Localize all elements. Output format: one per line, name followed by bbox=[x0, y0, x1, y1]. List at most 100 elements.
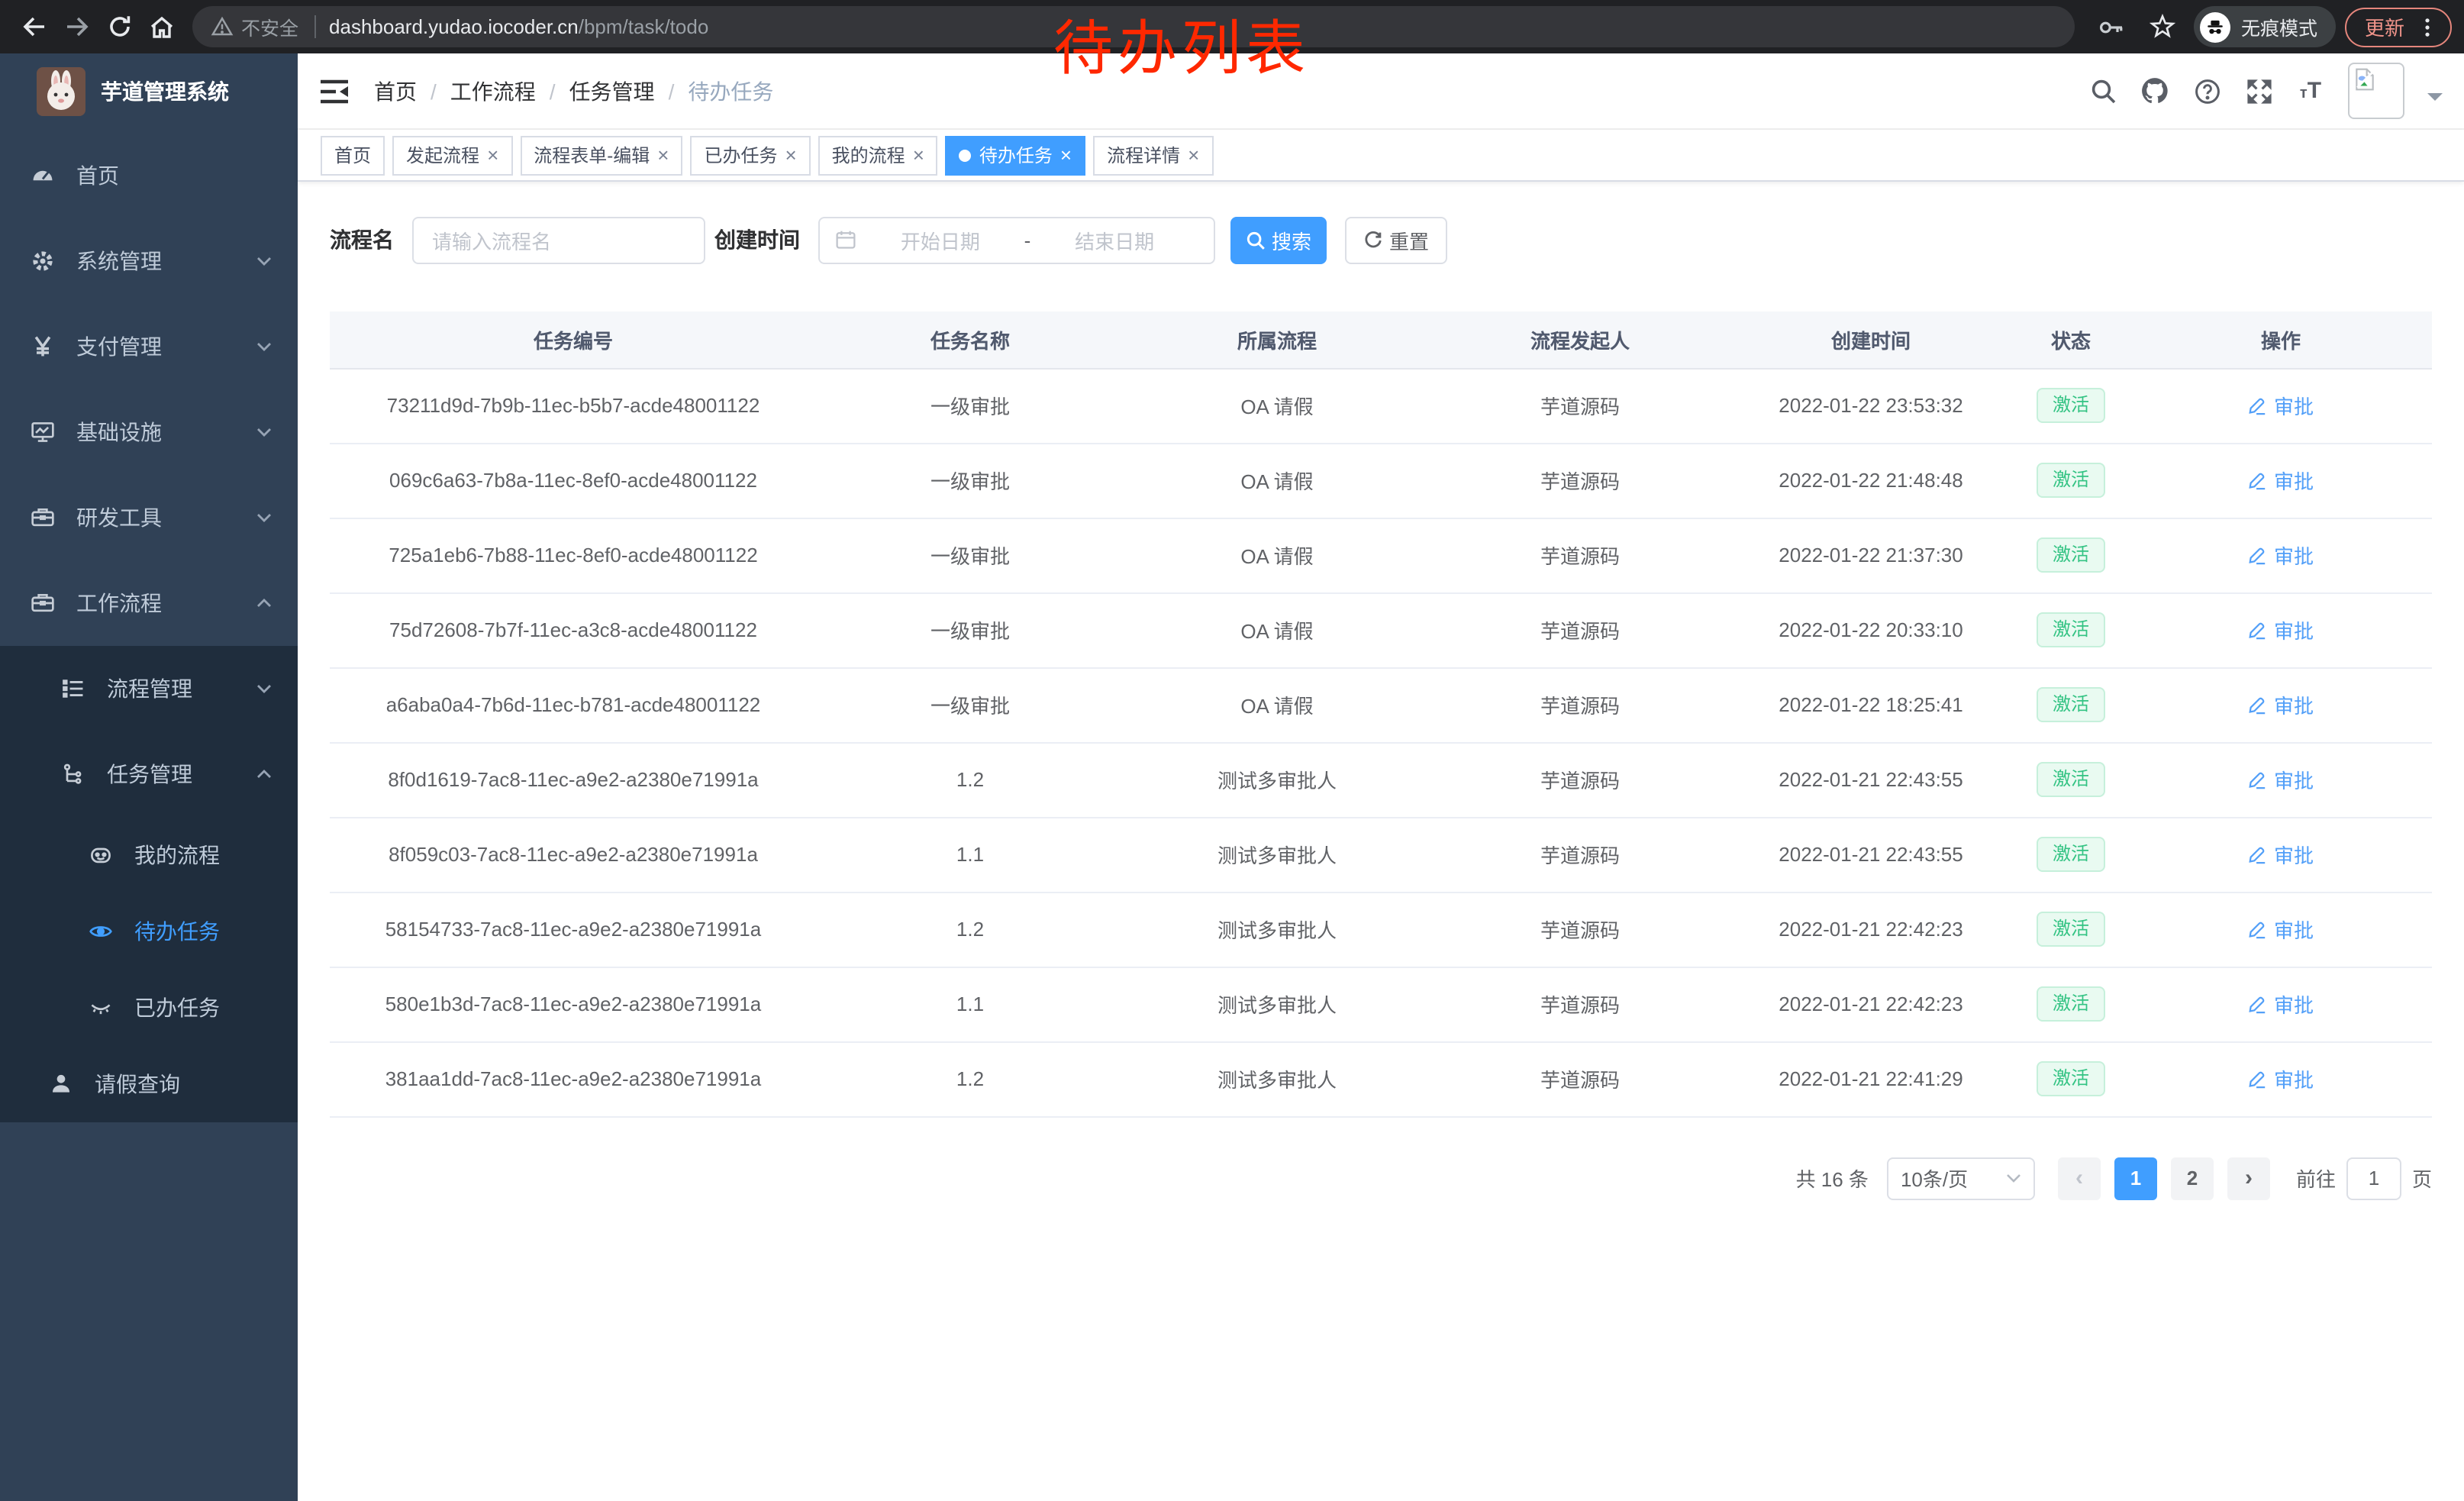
breadcrumb-separator: / bbox=[431, 79, 437, 103]
browser-back-icon[interactable] bbox=[12, 5, 55, 48]
approve-button[interactable]: 审批 bbox=[2248, 1064, 2314, 1093]
sidebar-item-label: 已办任务 bbox=[134, 996, 220, 1020]
approve-button[interactable]: 审批 bbox=[2248, 915, 2314, 944]
tab-todo-tasks[interactable]: 待办任务 × bbox=[945, 135, 1086, 175]
chevron-down-icon bbox=[257, 514, 271, 522]
sidebar-item-task-mgmt[interactable]: 任务管理 bbox=[0, 731, 298, 817]
process-name-input[interactable]: 请输入流程名 bbox=[412, 216, 705, 263]
tab-start-process[interactable]: 发起流程 × bbox=[392, 135, 513, 175]
page-1-button[interactable]: 1 bbox=[2114, 1157, 2157, 1199]
key-icon[interactable] bbox=[2090, 5, 2133, 48]
search-icon bbox=[1247, 231, 1265, 249]
close-icon[interactable]: × bbox=[785, 144, 797, 166]
col-task-name: 任务名称 bbox=[817, 311, 1124, 369]
user-avatar[interactable] bbox=[2348, 63, 2404, 119]
sidebar-item-label: 待办任务 bbox=[134, 919, 220, 944]
fullscreen-icon[interactable] bbox=[2244, 76, 2273, 105]
monitor-icon bbox=[31, 422, 54, 442]
status-badge: 激活 bbox=[2037, 986, 2104, 1022]
sidebar-item-devtools[interactable]: 研发工具 bbox=[0, 475, 298, 560]
sidebar-item-label: 首页 bbox=[76, 163, 119, 188]
table-row: 069c6a63-7b8a-11ec-8ef0-acde48001122 一级审批… bbox=[330, 443, 2432, 518]
font-size-icon[interactable]: тT bbox=[2299, 78, 2322, 104]
table-row: 75d72608-7b7f-11ec-a3c8-acde48001122 一级审批… bbox=[330, 592, 2432, 668]
sidebar-toggle-icon[interactable] bbox=[319, 76, 350, 106]
breadcrumb-current: 待办任务 bbox=[688, 79, 774, 103]
browser-reload-icon[interactable] bbox=[98, 5, 140, 48]
goto-label: 前往 bbox=[2295, 1168, 2336, 1191]
process-name-label: 流程名 bbox=[330, 228, 394, 252]
close-icon[interactable]: × bbox=[1188, 144, 1200, 166]
search-button[interactable]: 搜索 bbox=[1230, 216, 1327, 263]
close-icon[interactable]: × bbox=[1059, 144, 1072, 166]
status-badge: 激活 bbox=[2037, 686, 2104, 723]
close-icon[interactable]: × bbox=[487, 144, 499, 166]
tab-home[interactable]: 首页 bbox=[321, 135, 385, 175]
date-range-picker[interactable]: 开始日期 - 结束日期 bbox=[818, 216, 1215, 263]
yen-icon bbox=[34, 336, 51, 357]
tab-done-tasks[interactable]: 已办任务 × bbox=[690, 135, 811, 175]
browser-toolbar: 不安全 dashboard.yudao.iocoder.cn/bpm/task/… bbox=[0, 0, 2464, 53]
approve-button[interactable]: 审批 bbox=[2248, 690, 2314, 719]
col-actions: 操作 bbox=[2130, 311, 2432, 369]
close-icon[interactable]: × bbox=[912, 144, 924, 166]
approve-button[interactable]: 审批 bbox=[2248, 466, 2314, 495]
tab-process-detail[interactable]: 流程详情 × bbox=[1093, 135, 1214, 175]
prev-page-button[interactable]: ‹ bbox=[2057, 1157, 2101, 1199]
browser-forward-icon[interactable] bbox=[55, 5, 98, 48]
approve-button[interactable]: 审批 bbox=[2248, 765, 2314, 794]
sidebar-item-payment[interactable]: 支付管理 bbox=[0, 304, 298, 389]
sidebar-item-done-tasks[interactable]: 已办任务 bbox=[0, 970, 298, 1046]
chevron-up-icon bbox=[257, 599, 271, 607]
page-size-select[interactable]: 10条/页 bbox=[1886, 1157, 2035, 1199]
close-icon[interactable]: × bbox=[657, 144, 669, 166]
breadcrumb-task-mgmt[interactable]: 任务管理 bbox=[569, 79, 655, 103]
start-date-input[interactable]: 开始日期 bbox=[900, 230, 980, 253]
approve-button[interactable]: 审批 bbox=[2248, 989, 2314, 1018]
approve-button[interactable]: 审批 bbox=[2248, 615, 2314, 644]
next-page-button[interactable]: › bbox=[2227, 1157, 2270, 1199]
approve-button[interactable]: 审批 bbox=[2248, 391, 2314, 420]
sidebar-item-process-mgmt[interactable]: 流程管理 bbox=[0, 646, 298, 731]
sidebar-item-my-process[interactable]: 我的流程 bbox=[0, 817, 298, 893]
edit-icon bbox=[2250, 622, 2266, 640]
sidebar-item-home[interactable]: 首页 bbox=[0, 133, 298, 218]
sidebar-item-todo-tasks[interactable]: 待办任务 bbox=[0, 893, 298, 970]
edit-icon bbox=[2250, 398, 2266, 415]
end-date-input[interactable]: 结束日期 bbox=[1075, 230, 1155, 253]
table-row: 8f059c03-7ac8-11ec-a9e2-a2380e71991a 1.1 测… bbox=[330, 817, 2432, 893]
app-title: 芋道管理系统 bbox=[101, 79, 229, 104]
avatar-caret-icon[interactable] bbox=[2427, 92, 2443, 108]
sidebar-item-workflow[interactable]: 工作流程 bbox=[0, 560, 298, 646]
help-icon[interactable] bbox=[2192, 76, 2221, 105]
sidebar-item-label: 工作流程 bbox=[76, 591, 162, 615]
tab-my-process[interactable]: 我的流程 × bbox=[818, 135, 938, 175]
approve-button[interactable]: 审批 bbox=[2248, 840, 2314, 869]
breadcrumb-home[interactable]: 首页 bbox=[374, 79, 417, 103]
address-bar[interactable]: 不安全 dashboard.yudao.iocoder.cn/bpm/task/… bbox=[192, 6, 2075, 47]
browser-update-button[interactable]: 更新 bbox=[2344, 7, 2452, 47]
breadcrumb-workflow[interactable]: 工作流程 bbox=[450, 79, 536, 103]
approve-button[interactable]: 审批 bbox=[2248, 541, 2314, 570]
status-badge: 激活 bbox=[2037, 911, 2104, 947]
browser-menu-icon[interactable] bbox=[2417, 16, 2438, 37]
table-row: 58154733-7ac8-11ec-a9e2-a2380e71991a 1.2 测… bbox=[330, 892, 2432, 967]
sidebar-item-label: 请假查询 bbox=[95, 1072, 180, 1096]
eye-closed-icon bbox=[91, 1004, 111, 1015]
browser-home-icon[interactable] bbox=[140, 5, 183, 48]
col-starter: 流程发起人 bbox=[1430, 311, 1730, 369]
status-badge: 激活 bbox=[2037, 1060, 2104, 1097]
app-logo[interactable]: 芋道管理系统 bbox=[0, 53, 298, 130]
search-icon[interactable] bbox=[2088, 76, 2117, 105]
sidebar-item-infrastructure[interactable]: 基础设施 bbox=[0, 389, 298, 475]
sidebar-item-leave-query[interactable]: 请假查询 bbox=[0, 1046, 298, 1122]
github-icon[interactable] bbox=[2140, 76, 2169, 105]
bookmark-star-icon[interactable] bbox=[2142, 5, 2185, 48]
tags-view-bar: 首页 发起流程 × 流程表单-编辑 × 已办任务 × 我的流程 × 待办任务 × 流程详情… bbox=[298, 130, 2464, 182]
tab-form-edit[interactable]: 流程表单-编辑 × bbox=[520, 135, 683, 175]
edit-icon bbox=[2250, 1071, 2266, 1089]
sidebar-item-system[interactable]: 系统管理 bbox=[0, 218, 298, 304]
goto-page-input[interactable]: 1 bbox=[2346, 1157, 2401, 1199]
reset-button[interactable]: 重置 bbox=[1345, 216, 1448, 263]
page-2-button[interactable]: 2 bbox=[2170, 1157, 2214, 1199]
